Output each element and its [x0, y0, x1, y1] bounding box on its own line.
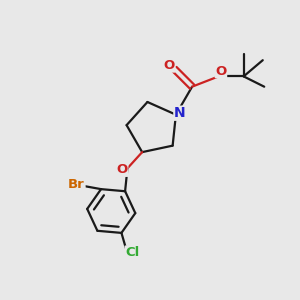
Text: Br: Br	[68, 178, 85, 191]
Text: N: N	[174, 106, 185, 120]
Text: O: O	[116, 163, 128, 176]
Text: O: O	[215, 64, 226, 78]
Text: O: O	[164, 59, 175, 72]
Text: Cl: Cl	[125, 246, 140, 259]
